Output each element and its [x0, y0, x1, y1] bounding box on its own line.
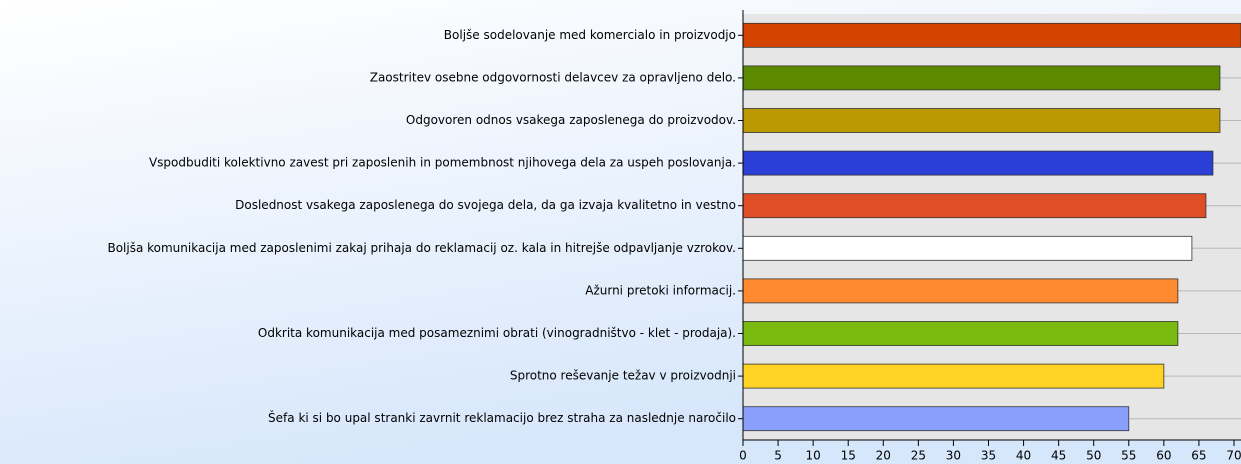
x-tick-label: 10 — [806, 449, 821, 463]
bar — [742, 321, 1179, 346]
y-tick-label: Sprotno reševanje težav v proizvodnji — [510, 369, 736, 383]
y-tick-label: Zaostritev osebne odgovornosti delavcev … — [370, 70, 736, 84]
y-tick-label: Ažurni pretoki informacij. — [585, 283, 736, 297]
y-tick-label: Odkrita komunikacija med posameznimi obr… — [258, 326, 736, 340]
y-tick-label: Šefa ki si bo upal stranki zavrnit rekla… — [268, 410, 736, 425]
bar — [742, 406, 1130, 432]
bar — [742, 363, 1165, 389]
x-tick-label: 40 — [1016, 449, 1031, 463]
bar — [742, 65, 1221, 91]
x-tick-label: 25 — [911, 449, 926, 463]
y-tick-label: Vspodbuditi kolektivno zavest pri zaposl… — [149, 156, 736, 170]
y-tick-label: Boljša komunikacija med zaposlenimi zaka… — [107, 241, 736, 255]
x-tick-label: 65 — [1191, 449, 1206, 463]
bar — [742, 108, 1221, 133]
y-tick-label: Doslednost vsakega zaposlenega do svojeg… — [235, 198, 736, 212]
x-tick-label: 45 — [1051, 449, 1066, 463]
x-tick-label: 20 — [876, 449, 891, 463]
bar — [742, 150, 1214, 176]
x-tick-label: 35 — [981, 449, 996, 463]
x-tick-label: 55 — [1121, 449, 1136, 463]
bar — [742, 22, 1241, 48]
x-tick-label: 0 — [739, 449, 747, 463]
bar — [742, 193, 1207, 219]
bar — [742, 235, 1193, 261]
y-tick-label: Odgovoren odnos vsakega zaposlenega do p… — [406, 113, 736, 127]
x-tick-label: 15 — [841, 449, 856, 463]
x-tick-label: 60 — [1156, 449, 1171, 463]
y-tick-label: Boljše sodelovanje med komercialo in pro… — [444, 28, 736, 42]
x-tick-label: 30 — [946, 449, 961, 463]
x-tick-label: 70 — [1226, 449, 1241, 463]
x-tick-label: 5 — [774, 449, 782, 463]
bar — [742, 278, 1179, 304]
x-tick-label: 50 — [1086, 449, 1101, 463]
